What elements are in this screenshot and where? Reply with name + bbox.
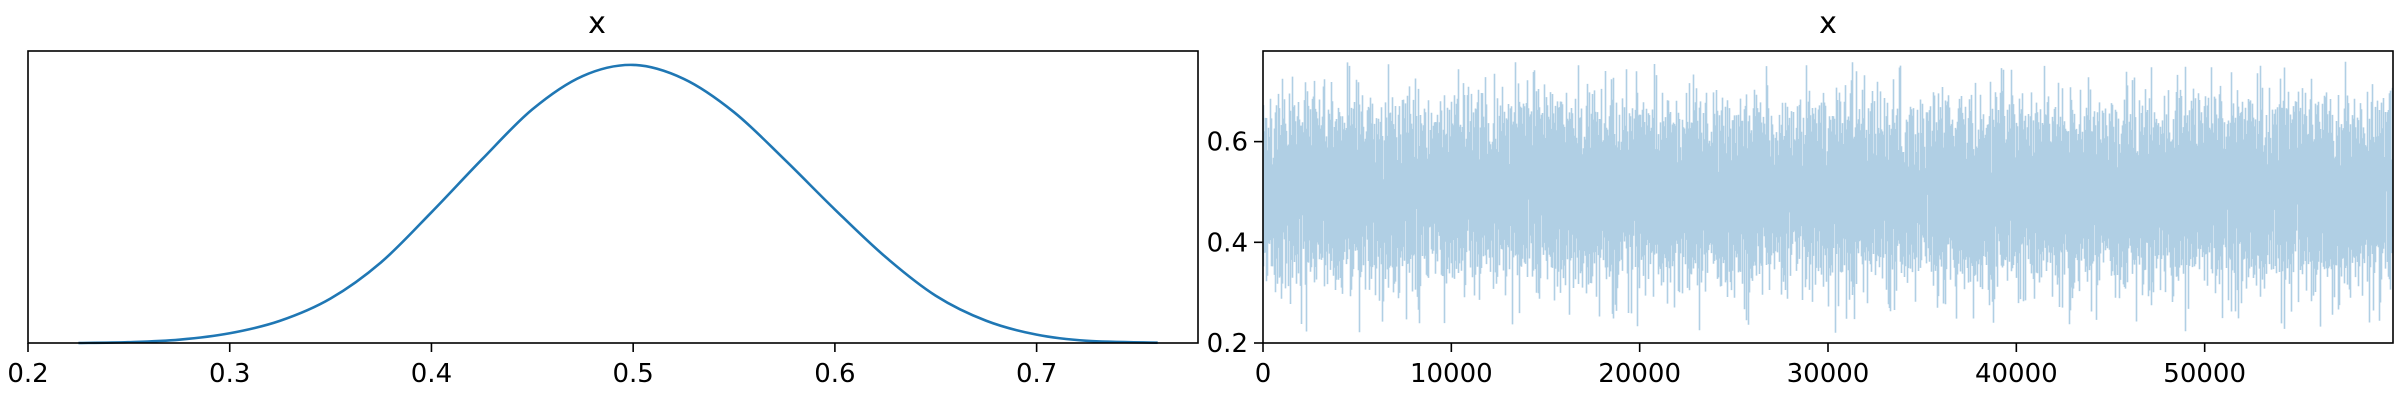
density-axes-frame bbox=[27, 50, 1199, 344]
trace-x-ticks: 0 10000 20000 30000 40000 50000 bbox=[1255, 343, 2246, 389]
trace-series bbox=[1262, 61, 2394, 333]
density-series bbox=[78, 63, 1158, 345]
density-x-tick-label: 0.7 bbox=[1016, 359, 1057, 389]
trace-plot-title: x bbox=[1819, 6, 1837, 41]
density-x-tick-label: 0.2 bbox=[7, 359, 48, 389]
trace-x-tick-label: 0 bbox=[1255, 359, 1272, 389]
trace-plot: x 0 10000 20000 30000 40000 50000 0.2 0.4 0.6 bbox=[1207, 6, 2394, 389]
trace-y-tick-label: 0.6 bbox=[1207, 128, 1248, 158]
trace-x-tick-label: 30000 bbox=[1787, 359, 1870, 389]
trace-x-tick-label: 10000 bbox=[1410, 359, 1493, 389]
trace-line bbox=[1262, 61, 2394, 333]
density-plot-title: x bbox=[588, 6, 606, 41]
trace-y-tick-label: 0.2 bbox=[1207, 329, 1248, 359]
trace-x-tick-label: 40000 bbox=[1975, 359, 2058, 389]
density-x-tick-label: 0.3 bbox=[209, 359, 250, 389]
density-x-tick-label: 0.4 bbox=[411, 359, 452, 389]
trace-y-tick-label: 0.4 bbox=[1207, 228, 1248, 258]
trace-y-ticks: 0.2 0.4 0.6 bbox=[1207, 128, 1263, 359]
density-x-ticks: 0.2 0.3 0.4 0.5 0.6 0.7 bbox=[7, 343, 1057, 389]
density-plot: x 0.2 0.3 0.4 0.5 0.6 0.7 bbox=[7, 6, 1199, 389]
density-x-tick-label: 0.5 bbox=[612, 359, 653, 389]
density-x-tick-label: 0.6 bbox=[814, 359, 855, 389]
trace-x-tick-label: 20000 bbox=[1598, 359, 1681, 389]
trace-x-tick-label: 50000 bbox=[2163, 359, 2246, 389]
density-curve bbox=[78, 63, 1158, 345]
